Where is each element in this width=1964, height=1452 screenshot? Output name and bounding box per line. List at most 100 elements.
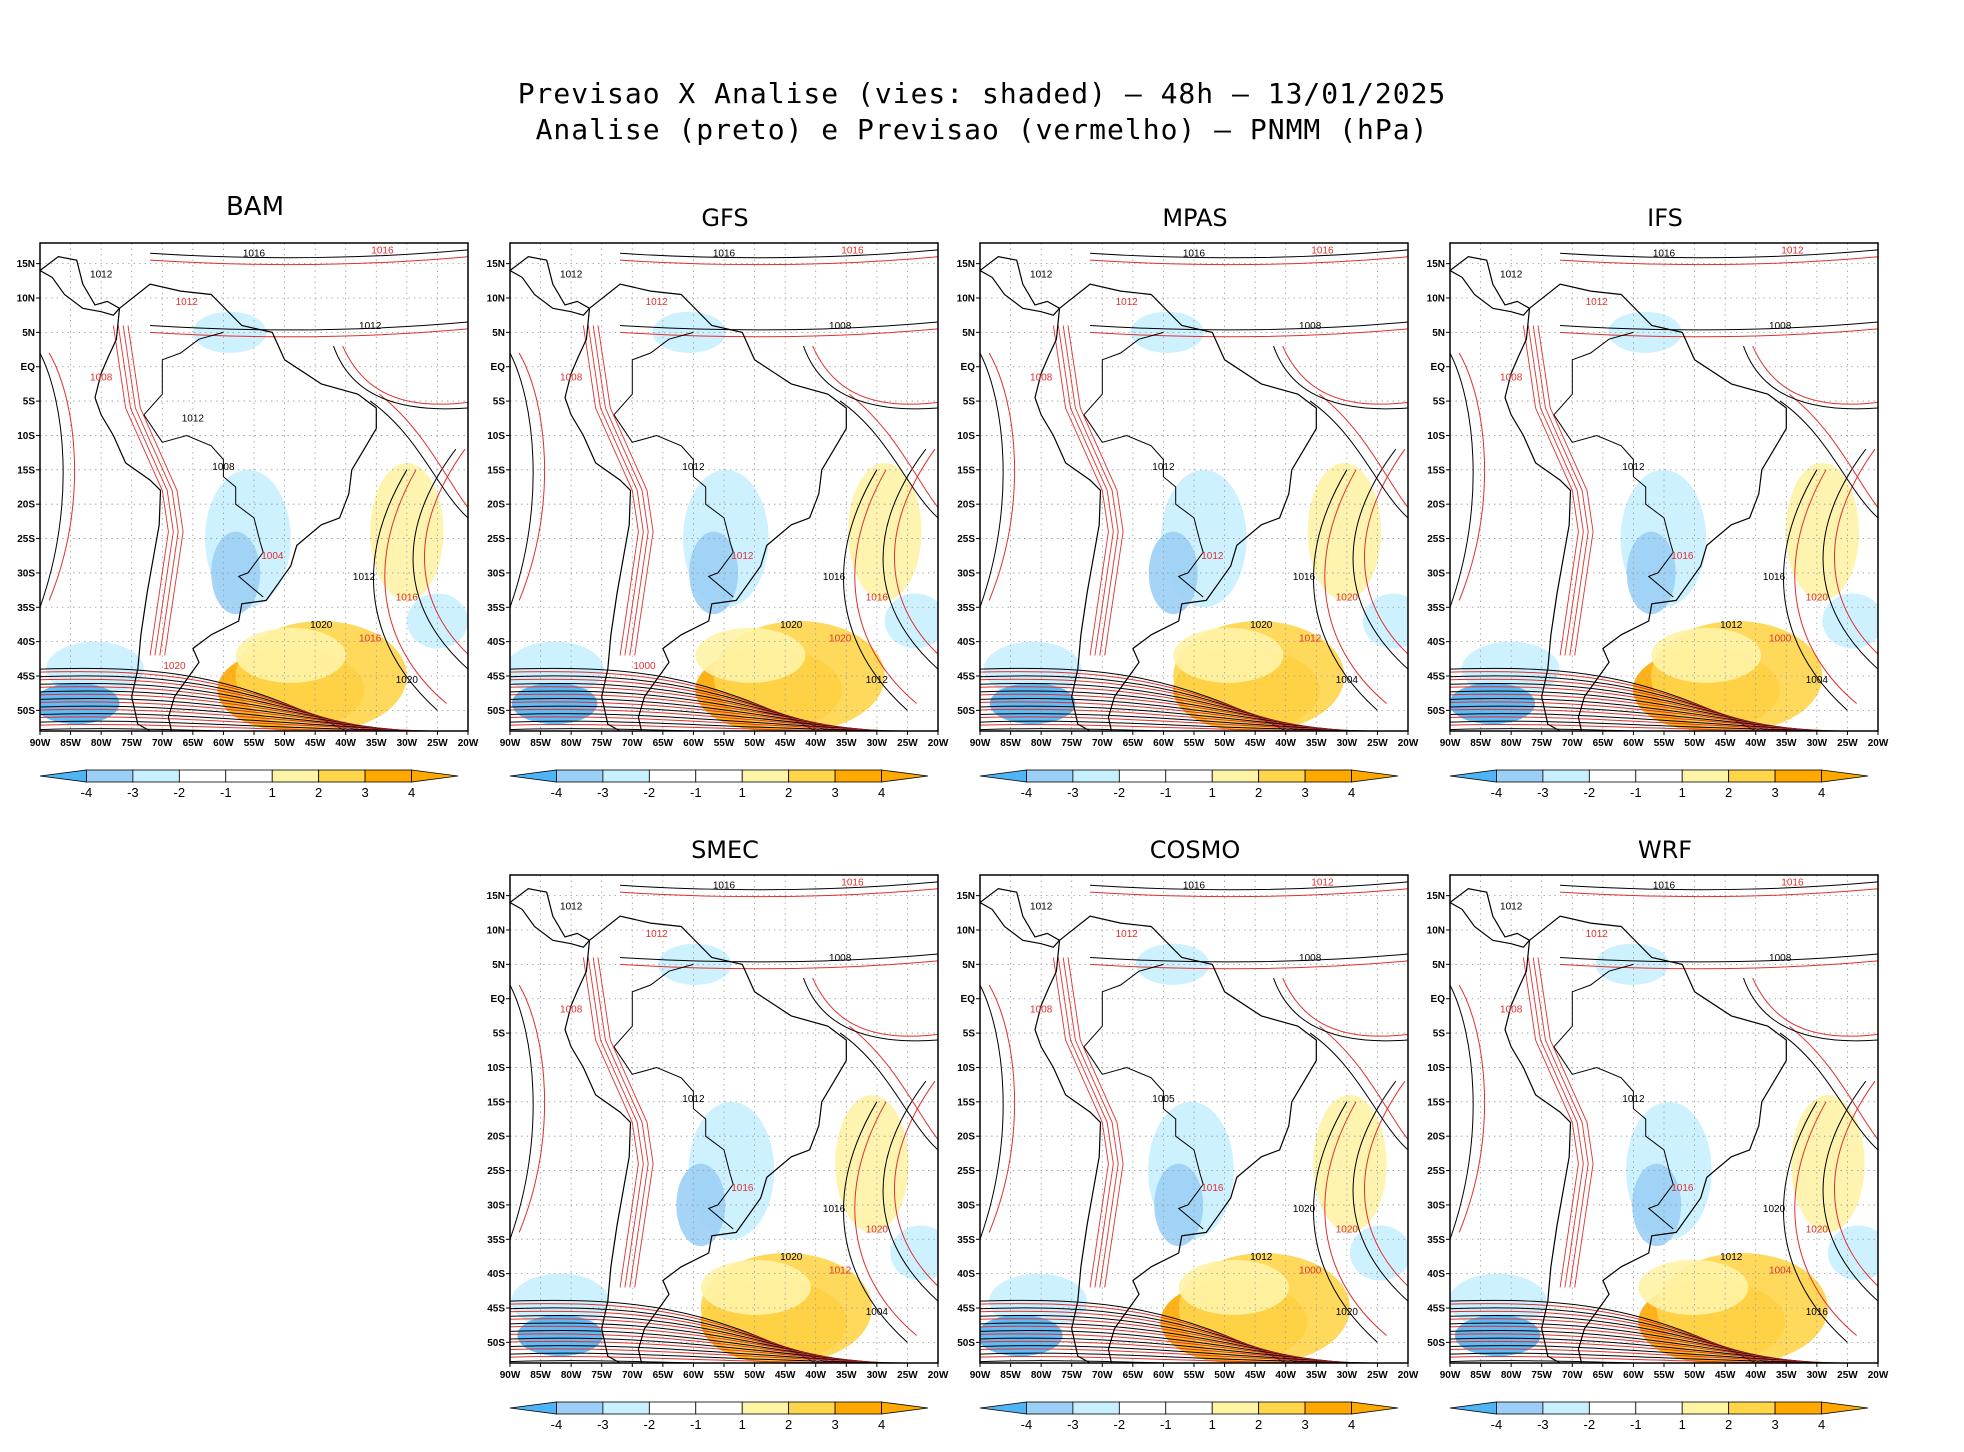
country-border	[1083, 331, 1164, 416]
country-border	[1553, 331, 1634, 416]
bias-shade	[1178, 1259, 1289, 1315]
lat-tick-label: 5S	[493, 1029, 506, 1040]
lat-tick-label: 35S	[487, 1235, 505, 1246]
bias-shade	[1454, 1314, 1541, 1357]
lon-tick-label: 45W	[1245, 738, 1266, 749]
isobar-analysis	[369, 400, 468, 519]
lon-tick-label: 85W	[530, 1370, 551, 1381]
isobar-forecast	[1522, 957, 1579, 1288]
isobar-analysis	[980, 1337, 1347, 1363]
lat-tick-label: 10N	[957, 293, 975, 304]
lat-tick-label: 10N	[1427, 925, 1445, 936]
isobar-analysis	[1450, 984, 1474, 1240]
contour-label: 1012	[560, 901, 583, 912]
isobar-analysis	[510, 1352, 902, 1363]
map-area: 1016 1016 1012 1012 1008 1008 1012 1012 1016 1016…	[510, 243, 938, 731]
map-cosmo: 1016 1012 1012 1012 1008 1008 1005 1016 1020 1020…	[957, 874, 1419, 1432]
isobar-analysis	[1783, 469, 1848, 711]
lon-tick-label: 65W	[1123, 738, 1144, 749]
lat-tick-label: 5S	[493, 397, 506, 408]
isobar-forecast	[592, 957, 649, 1288]
lat-tick-label: 15N	[17, 259, 35, 270]
lon-tick-label: 35W	[366, 738, 387, 749]
lat-tick-label: 25S	[1427, 534, 1445, 545]
lat-tick-label: 15N	[1427, 259, 1445, 270]
lat-tick-label: 40S	[1427, 637, 1445, 648]
isobar-forecast	[1090, 256, 1408, 266]
isobar-forecast	[112, 325, 169, 656]
lat-tick-label: 5S	[963, 397, 976, 408]
colorbar-label: -1	[1630, 1417, 1642, 1432]
lon-tick-label: 20W	[928, 1370, 949, 1381]
colorbar-label: 3	[1771, 785, 1778, 800]
isobar-analysis	[40, 705, 407, 731]
isobar-forecast	[48, 352, 76, 601]
lon-tick-label: 45W	[775, 1370, 796, 1381]
colorbar-segment	[1542, 769, 1590, 783]
bias-shade	[1638, 1259, 1749, 1315]
isobar-forecast	[1450, 716, 1835, 731]
isobar-analysis	[1352, 1080, 1408, 1302]
isobar-forecast	[510, 716, 895, 731]
lat-tick-label: 40S	[957, 1269, 975, 1280]
lat-tick-label: 5S	[1433, 397, 1446, 408]
contour-label: 1012	[1299, 634, 1322, 645]
bias-shade	[46, 641, 144, 697]
isobar-forecast	[1450, 708, 1822, 731]
isobar-forecast	[1364, 448, 1408, 655]
map-area: 1016 1016 1012 1012 1008 1008 1012 1012 1016 1020…	[980, 243, 1408, 731]
lat-tick-label: 40S	[487, 1269, 505, 1280]
colorbar-segment	[602, 769, 650, 783]
colorbar-label: 1	[1209, 1417, 1216, 1432]
isobar-analysis	[980, 984, 1004, 1240]
lat-tick-label: 10S	[487, 431, 505, 442]
country-border	[613, 1046, 734, 1230]
lat-tick-label: 40S	[1427, 1269, 1445, 1280]
colorbar-segment	[788, 1401, 836, 1415]
contour-label: 1016	[1183, 881, 1206, 892]
map-area: 1016 1016 1012 1012 1008 1008 1012 1016 1020 1020…	[1450, 875, 1878, 1363]
isobar-forecast	[40, 716, 425, 731]
colorbar-segment	[648, 1401, 697, 1415]
colorbar: -4 -3 -2 -1 1 2 3 4	[1449, 769, 1869, 800]
bias-shade	[890, 1225, 938, 1281]
isobar-analysis	[1309, 400, 1408, 519]
bias-shade	[1307, 462, 1382, 601]
isobar-forecast	[1324, 469, 1387, 704]
map-area: 1016 1016 1012 1012 1008 1008 1012 1016 1016 1020…	[510, 875, 938, 1363]
lat-tick-label: 5S	[963, 1029, 976, 1040]
colorbar-segment	[788, 769, 836, 783]
lon-tick-label: 90W	[1440, 738, 1461, 749]
bias-shade	[1651, 627, 1762, 683]
bias-shade	[1173, 627, 1284, 683]
contour-label: 1012	[1030, 901, 1053, 912]
country-border	[1553, 963, 1634, 1048]
isobar-analysis	[980, 1330, 1335, 1363]
colorbar-segment	[1072, 1401, 1120, 1415]
contour-label: 1004	[866, 1307, 889, 1318]
contour-label: 1012	[182, 414, 205, 425]
isobar-analysis	[1313, 1101, 1378, 1343]
lat-tick-label: 45S	[957, 672, 975, 683]
isobar-forecast	[1834, 448, 1878, 655]
lat-tick-label: 15S	[17, 465, 35, 476]
map-area: 1016 1016 1012 1012 1012 1008 1008 1004 1012 1016…	[40, 243, 468, 731]
lat-tick-label: EQ	[1431, 994, 1446, 1005]
bias-shade	[835, 1094, 909, 1233]
map-bam: 1016 1016 1012 1012 1012 1008 1008 1004 1012 1016…	[17, 242, 479, 800]
colorbar-arrow-right	[881, 769, 929, 783]
isobar-forecast	[342, 345, 468, 405]
isobar-forecast	[988, 984, 1016, 1233]
colorbar-label: 4	[1348, 785, 1355, 800]
bias-shade	[510, 641, 604, 697]
lon-tick-label: 60W	[1623, 738, 1644, 749]
colorbar-segment	[1258, 769, 1306, 783]
isobar-analysis	[510, 720, 902, 731]
lat-tick-label: 25S	[487, 534, 505, 545]
isobar-forecast	[1364, 1080, 1408, 1287]
isobar-analysis	[373, 469, 438, 711]
isobar-analysis	[1450, 352, 1474, 608]
contour-label: 1020	[1336, 1307, 1359, 1318]
lat-tick-label: EQ	[1431, 362, 1446, 373]
lon-tick-label: 55W	[1184, 738, 1205, 749]
